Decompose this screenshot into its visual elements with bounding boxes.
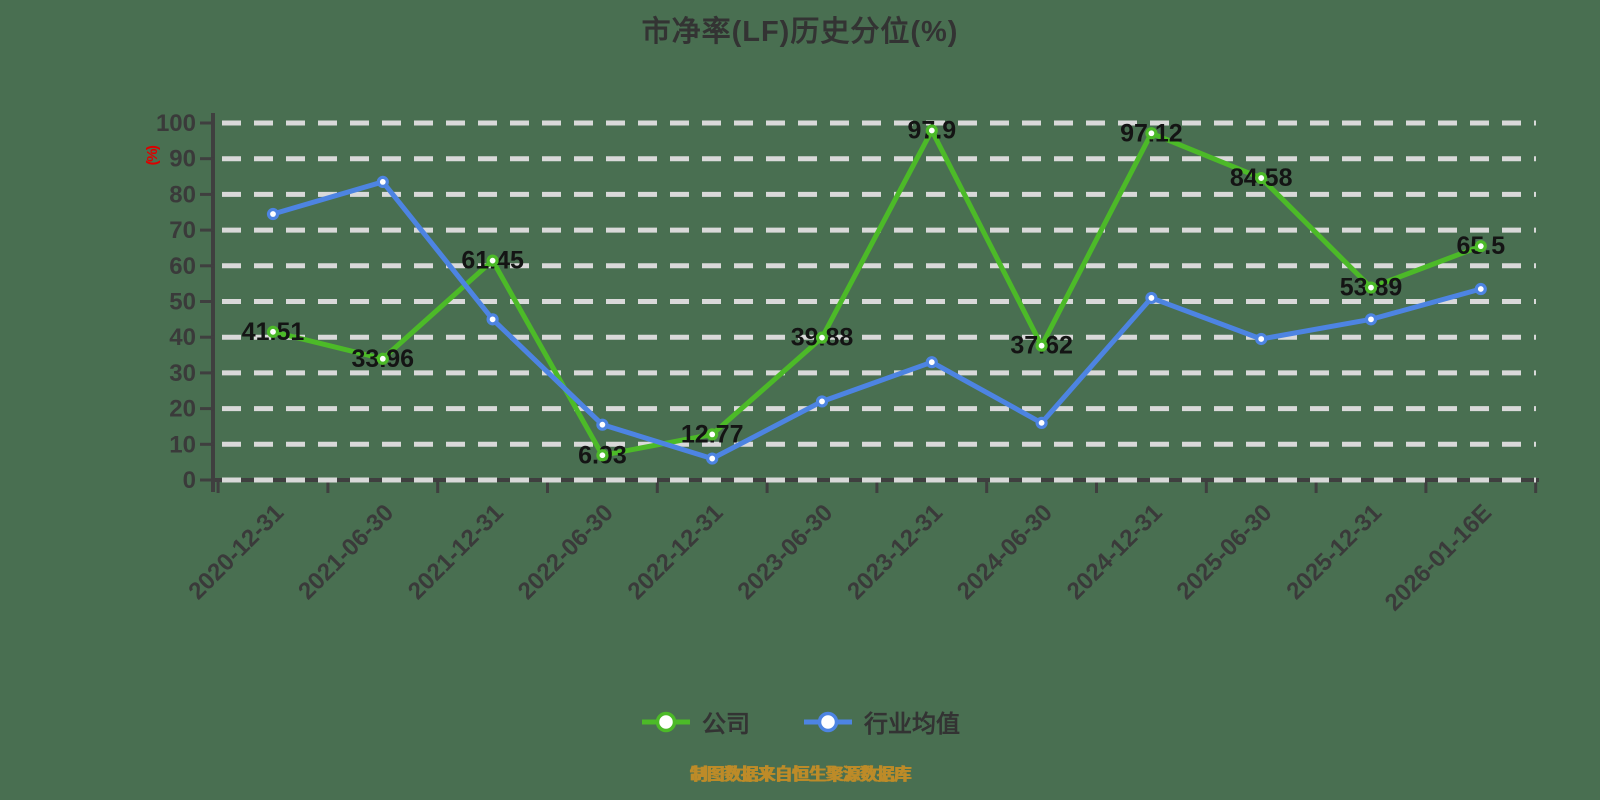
x-axis-label: 2024-06-30	[952, 499, 1058, 605]
x-axis-label: 2026-01-16E	[1380, 499, 1497, 616]
y-axis-label: 0	[183, 467, 196, 494]
y-axis-label: 100	[156, 110, 196, 137]
industry-average-marker[interactable]	[596, 418, 609, 431]
y-axis-label: 50	[169, 289, 196, 316]
company-marker[interactable]	[1035, 339, 1048, 352]
x-axis-label: 2023-06-30	[732, 499, 838, 605]
x-axis-label: 2020-12-31	[183, 499, 289, 605]
x-axis-label: 2022-12-31	[623, 499, 729, 605]
y-axis-label: 70	[169, 217, 196, 244]
company-marker[interactable]	[815, 331, 829, 344]
x-axis-label: 2021-06-30	[293, 499, 399, 605]
y-axis-label: 80	[169, 181, 196, 208]
industry-average-marker[interactable]	[1364, 313, 1378, 326]
industry-average-marker[interactable]	[1035, 416, 1048, 429]
company-marker[interactable]	[706, 428, 719, 441]
company-marker[interactable]	[1255, 171, 1268, 185]
industry-average-marker[interactable]	[376, 175, 389, 189]
y-axis-label: 60	[169, 253, 196, 280]
industry-average-line	[270, 179, 1484, 462]
y-axis-label: 90	[169, 146, 196, 173]
company-legend-marker-icon	[642, 711, 690, 732]
x-axis-label: 2021-12-31	[403, 499, 509, 605]
company-marker[interactable]	[1474, 240, 1487, 253]
chart-title: 市净率(LF)历史分位(%)	[641, 16, 959, 48]
data-source-note: 制图数据来自恒生聚源数据库	[689, 765, 911, 784]
industry-average-marker[interactable]	[815, 395, 829, 408]
company-marker[interactable]	[486, 254, 499, 267]
y-axis-label: 40	[169, 324, 196, 351]
y-axis-label: 20	[169, 396, 196, 423]
x-axis-label: 2024-12-31	[1062, 499, 1168, 605]
y-axis-label: 10	[169, 431, 196, 458]
industry-average-marker[interactable]	[1474, 282, 1487, 296]
industry-average-marker[interactable]	[1145, 291, 1158, 305]
company-marker[interactable]	[925, 124, 938, 137]
y-axis-unit-label: (%)	[144, 145, 161, 165]
x-axis-label: 2023-12-31	[842, 499, 948, 605]
x-axis-label: 2022-06-30	[513, 499, 619, 605]
company-marker[interactable]	[376, 352, 389, 365]
industry-average-marker[interactable]	[706, 452, 719, 465]
industry-average-marker[interactable]	[925, 356, 938, 369]
legend-label: 行业均值	[864, 711, 960, 738]
company-marker[interactable]	[1364, 281, 1378, 294]
legend-item-industry-average[interactable]: 行业均值	[802, 704, 960, 739]
legend-item-company[interactable]: 公司	[640, 704, 750, 739]
legend-label: 公司	[702, 711, 750, 738]
company-marker[interactable]	[596, 449, 609, 462]
x-axis-label: 2025-12-31	[1281, 499, 1387, 605]
x-axis-label: 2025-06-30	[1172, 499, 1278, 605]
industry-average-marker[interactable]	[1255, 332, 1268, 346]
industry-average-marker[interactable]	[266, 207, 280, 221]
company-line	[270, 127, 1484, 458]
company-marker[interactable]	[266, 325, 280, 338]
industry-average-legend-marker-icon	[804, 711, 852, 732]
company-marker[interactable]	[1145, 127, 1158, 140]
industry-average-marker[interactable]	[486, 313, 499, 326]
legend: 公司 行业均值	[0, 704, 1600, 739]
y-axis-label: 30	[169, 360, 196, 387]
